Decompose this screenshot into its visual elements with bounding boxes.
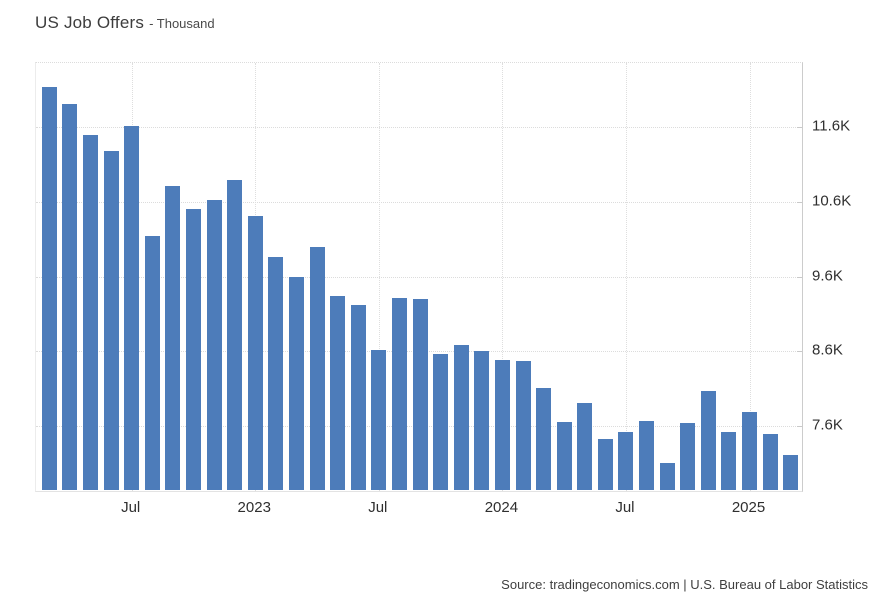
y-axis-label: 8.6K <box>812 341 843 359</box>
bar-may-2024[interactable] <box>577 403 593 490</box>
bar-aug-2023[interactable] <box>391 298 407 490</box>
bar-jul-2022[interactable] <box>124 126 140 490</box>
bar-jan-2025[interactable] <box>742 412 757 490</box>
x-axis-label: Jul <box>121 499 141 516</box>
bar-sep-2022[interactable] <box>165 186 181 490</box>
bar-mar-2024[interactable] <box>536 388 552 490</box>
bar-jun-2024[interactable] <box>597 439 613 490</box>
chart-title: US Job Offers <box>35 13 145 32</box>
bar-nov-2023[interactable] <box>453 345 469 490</box>
chart-subtitle: - Thousand <box>149 16 215 31</box>
gridline-horizontal <box>36 277 802 278</box>
y-axis-tick <box>797 202 802 203</box>
bar-jan-2023[interactable] <box>247 216 263 490</box>
bar-dec-2022[interactable] <box>227 180 243 490</box>
y-axis-label: 10.6K <box>812 192 852 210</box>
bar-jul-2023[interactable] <box>371 350 387 490</box>
y-axis-label: 7.6K <box>812 416 843 434</box>
bar-jul-2024[interactable] <box>618 432 634 490</box>
bar-apr-2023[interactable] <box>309 247 325 490</box>
bar-jun-2023[interactable] <box>350 305 366 490</box>
gridline-vertical <box>502 63 503 491</box>
plot-area <box>35 62 803 492</box>
bar-oct-2023[interactable] <box>433 354 449 490</box>
bar-apr-2022[interactable] <box>62 104 78 490</box>
y-axis-tick <box>797 277 802 278</box>
bar-aug-2022[interactable] <box>144 236 160 490</box>
y-axis-tick <box>797 351 802 352</box>
bar-oct-2024[interactable] <box>680 423 696 490</box>
chart-header: US Job Offers - Thousand <box>35 13 215 33</box>
bar-nov-2024[interactable] <box>700 391 716 490</box>
gridline-horizontal <box>36 202 802 203</box>
y-axis-tick <box>797 426 802 427</box>
bar-feb-2025[interactable] <box>762 434 778 490</box>
bar-apr-2024[interactable] <box>556 422 572 490</box>
bar-sep-2023[interactable] <box>412 299 428 490</box>
y-axis-tick <box>797 127 802 128</box>
gridline-vertical <box>379 63 380 491</box>
bar-sep-2024[interactable] <box>659 463 675 490</box>
x-axis-label: 2024 <box>484 499 519 516</box>
x-axis-label: 2023 <box>237 499 271 516</box>
x-axis-label: Jul <box>368 499 388 516</box>
bar-dec-2023[interactable] <box>474 351 490 490</box>
y-axis-label: 11.6K <box>812 117 851 135</box>
bar-feb-2024[interactable] <box>515 361 531 490</box>
bar-mar-2023[interactable] <box>288 277 304 490</box>
bar-mar-2025[interactable] <box>783 455 799 490</box>
gridline-vertical <box>750 63 751 491</box>
bar-may-2022[interactable] <box>83 135 98 490</box>
bar-jan-2024[interactable] <box>494 360 510 490</box>
bar-feb-2023[interactable] <box>268 257 284 490</box>
y-axis-label: 9.6K <box>812 267 843 285</box>
x-axis-label: 2025 <box>731 499 766 516</box>
bar-oct-2022[interactable] <box>186 209 201 490</box>
x-axis-label: Jul <box>615 499 635 516</box>
bar-aug-2024[interactable] <box>639 421 654 490</box>
gridline-vertical <box>626 63 627 491</box>
bar-dec-2024[interactable] <box>721 432 737 490</box>
bar-nov-2022[interactable] <box>206 200 222 490</box>
bar-may-2023[interactable] <box>330 296 346 490</box>
gridline-horizontal <box>36 127 802 128</box>
source-attribution: Source: tradingeconomics.com | U.S. Bure… <box>501 577 868 592</box>
bar-jun-2022[interactable] <box>103 151 119 490</box>
bar-mar-2022[interactable] <box>41 87 57 490</box>
